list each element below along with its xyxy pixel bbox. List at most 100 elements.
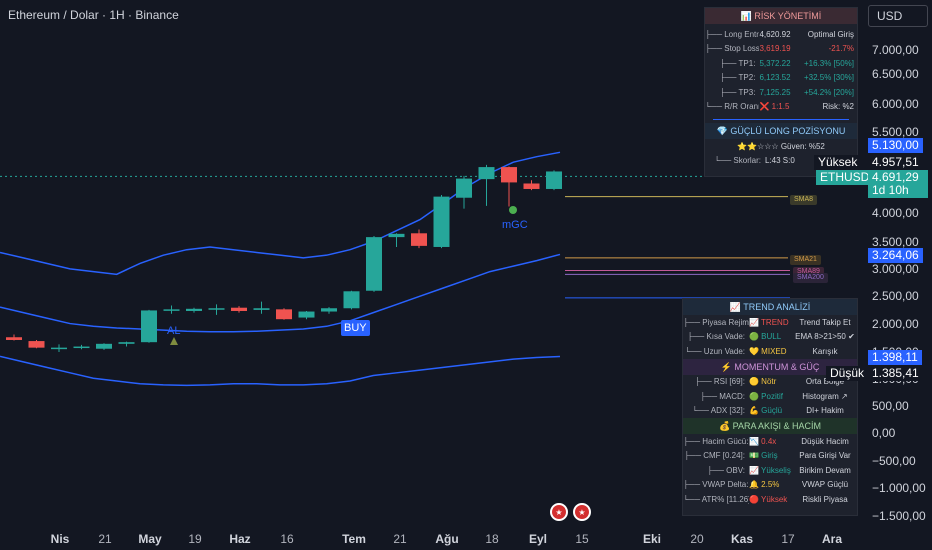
row-note: Birikim Devam [799, 465, 851, 475]
candle-body [186, 308, 202, 311]
signal-title: 💎 GÜÇLÜ LONG POZİSYONU [705, 123, 857, 139]
row-value: 5,372.22 [759, 58, 791, 68]
row-note: +16.3% [50%] [803, 58, 854, 68]
candle-body [231, 307, 247, 311]
currency-button[interactable]: USD [868, 5, 928, 27]
row-note: EMA 8>21>50 ✔ [795, 332, 855, 342]
panel-row: └── ADX [32]: 💪 Güçlü DI+ Hakim [683, 404, 857, 419]
time-axis[interactable]: Nis 21 May 19 Haz 16 Tem 21 Ağu 18 Eyl 15 Eki 20 Kas 17… [0, 530, 932, 550]
price-tick: −1.500,00 [872, 509, 926, 523]
row-value: 💪 Güçlü [749, 406, 783, 416]
row-value: 💛 MIXED [749, 346, 787, 356]
candle-body [411, 233, 427, 246]
time-tick: Eyl [528, 532, 548, 546]
price-tick: 3.500,00 [872, 235, 919, 249]
panel-row: ├── Piyasa Rejimi: 📈 TREND Trend Takip Et [683, 315, 857, 330]
last-price: 4.691,29 [872, 170, 919, 184]
time-tick: 17 [781, 532, 795, 546]
high-label: Yüksek [814, 155, 862, 170]
candle-body [321, 308, 337, 312]
candle-body [298, 311, 315, 318]
row-label: ├── CMF [0.24]: [683, 451, 745, 461]
row-label: ├── VWAP Delta: [683, 480, 749, 490]
panel-row: ├── OBV: 📈 Yükseliş Birikim Devam [683, 463, 857, 478]
panel-row: ├── MACD: 🟢 Pozitif Histogram ↗ [683, 389, 857, 404]
row-label: ├── Piyasa Rejimi: [683, 317, 749, 327]
row-note: Düşük Hacim [801, 436, 849, 446]
price-axis[interactable]: 7.000,006.500,006.000,005.500,005.000,00… [865, 0, 932, 530]
al-signal-label: AL [167, 325, 181, 337]
price-tick: 7.000,00 [872, 43, 919, 57]
candle-body [388, 233, 405, 238]
mgc-dot-icon [509, 206, 517, 214]
sma21-label: SMA21 [790, 255, 821, 265]
panel-row: └── ATR% [11.26]: 🔴 Yüksek Riskli Piyasa [683, 492, 857, 507]
price-tick: −1.000,00 [872, 481, 926, 495]
row-value: 📈 TREND [749, 317, 789, 327]
low-label: Düşük [826, 366, 869, 381]
candle-body [118, 342, 135, 344]
mgc-signal-label: mGC [502, 219, 528, 231]
row-label: └── ADX [32]: [691, 406, 745, 416]
row-label: ├── TP2: [719, 73, 756, 83]
row-value: 3,619.19 [759, 44, 791, 54]
trend-panel-title: 📈 TREND ANALİZİ [683, 299, 857, 315]
panel-row: ├── RSI [69]: 🟡 Nötr Orta Bölge [683, 375, 857, 390]
panel-row: ├── CMF [0.24]: 💵 Giriş Para Girişi Var [683, 449, 857, 464]
sma89-label: SMA89 [793, 267, 824, 277]
price-tick: 0,00 [872, 426, 896, 440]
row-note: Para Girişi Var [799, 451, 851, 461]
row-value: 🟢 Pozitif [749, 391, 783, 401]
row-label: ├── OBV: [706, 465, 745, 475]
row-value: 📉 0.4x [749, 436, 777, 446]
confidence-stars: ⭐⭐☆☆☆ Güven: %52 [737, 141, 825, 151]
price-tick: 6.500,00 [872, 66, 919, 81]
price-tick: 2.000,00 [872, 317, 919, 331]
row-label: └── Uzun Vade: [684, 346, 745, 356]
row-label: ├── Kısa Vade: [687, 332, 745, 342]
time-tick: Kas [730, 532, 754, 546]
time-tick: Ara [821, 532, 843, 546]
row-value: 7,125.25 [759, 87, 791, 97]
price-chart[interactable] [0, 0, 865, 530]
price-tick: 4.000,00 [872, 206, 919, 220]
band-upper-line [0, 151, 561, 276]
candle-body [276, 309, 292, 320]
row-value: 🟢 BULL [749, 332, 782, 342]
time-tick: Ağu [435, 532, 459, 546]
panel-row: └── R/R Oranı: ❌ 1:1.5 Risk: %2 [705, 100, 857, 115]
time-tick: 21 [98, 532, 112, 546]
candle-body [73, 346, 90, 349]
us-flag-icon[interactable]: ★ [550, 503, 568, 521]
candle-body [96, 343, 112, 349]
flow-panel-title: 💰 PARA AKIŞI & HACİM [683, 418, 857, 434]
row-note: +54.2% [20%] [803, 87, 854, 97]
candle-body [546, 171, 562, 189]
time-tick: May [138, 532, 162, 546]
buy-signal-label: BUY [341, 320, 370, 336]
panel-row: ├── Kısa Vade: 🟢 BULL EMA 8>21>50 ✔ [683, 330, 857, 345]
row-note: Optimal Giriş [807, 29, 854, 39]
row-note: DI+ Hakim [806, 406, 844, 416]
candle-body [28, 341, 45, 348]
low-value-tag: 1.385,41 [868, 366, 923, 381]
panel-row: ├── VWAP Delta: 🔔 2.5% VWAP Güçlü [683, 478, 857, 493]
symbol-title[interactable]: Ethereum / Dolar · 1H · Binance [8, 8, 179, 22]
row-note: Orta Bölge [805, 377, 845, 387]
price-tick: 500,00 [872, 399, 909, 413]
us-flag-icon-2[interactable]: ★ [573, 503, 591, 521]
price-tick: 2.500,00 [872, 289, 919, 303]
band-lower-line [0, 355, 561, 387]
row-note: Risk: %2 [822, 102, 854, 112]
score-label: └── Skorlar: [714, 156, 761, 166]
row-note: +32.5% [30%] [803, 73, 854, 83]
row-note: Trend Takip Et [799, 317, 851, 327]
chart-area[interactable]: Ethereum / Dolar · 1H · Binance AL BUY m… [0, 0, 865, 530]
time-tick: 18 [485, 532, 499, 546]
row-label: ├── Hacim Gücü: [683, 436, 749, 446]
upper-band-tag: 5.130,00 [868, 138, 923, 153]
row-note: VWAP Güçlü [801, 480, 849, 490]
row-value: 📈 Yükseliş [749, 465, 791, 475]
candle-body [253, 308, 270, 310]
row-label: ├── TP3: [719, 87, 756, 97]
